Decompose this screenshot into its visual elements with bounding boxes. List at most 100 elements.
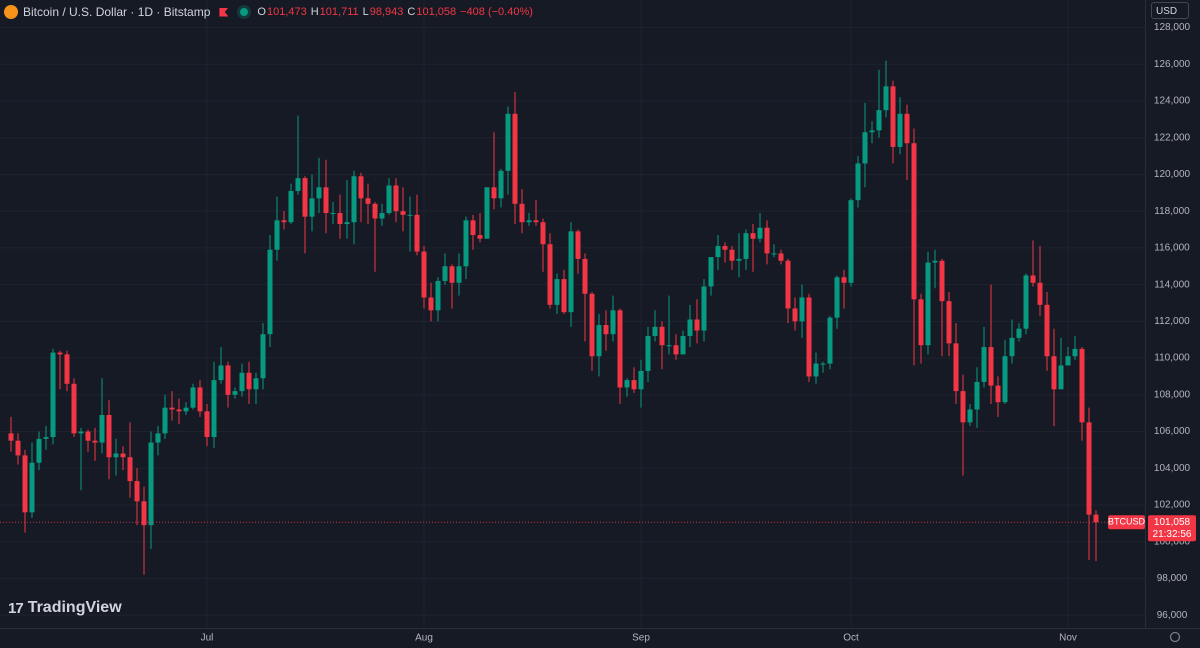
candle-body xyxy=(85,431,91,441)
y-tick-label: 100,000 xyxy=(1154,536,1191,547)
candle-body xyxy=(372,203,378,219)
candle-body xyxy=(267,249,273,335)
candle-body xyxy=(862,132,868,164)
candle-body xyxy=(414,214,420,252)
candle-body xyxy=(967,409,973,423)
candle-body xyxy=(232,391,238,395)
candle-body xyxy=(239,372,245,392)
candle-body xyxy=(113,453,119,458)
candle-body xyxy=(127,457,133,482)
candle-body xyxy=(526,220,532,223)
candles xyxy=(8,60,1099,575)
candle-body xyxy=(988,347,994,386)
ohlc-value: 101,711 xyxy=(319,6,359,18)
candle-body xyxy=(750,233,756,239)
candle-body xyxy=(848,200,854,283)
ohlc-key: O xyxy=(257,6,266,18)
candle-body xyxy=(15,440,21,456)
candle-body xyxy=(470,220,476,236)
candle-body xyxy=(904,113,910,144)
candle-body xyxy=(421,251,427,298)
candle-body xyxy=(603,325,609,335)
candle-body xyxy=(715,246,721,258)
y-tick-label: 104,000 xyxy=(1154,463,1191,474)
candle-body xyxy=(806,297,812,377)
candle-body xyxy=(407,214,413,216)
candle-body xyxy=(197,387,203,412)
candle-body xyxy=(981,347,987,382)
candle-body xyxy=(78,431,84,434)
y-tick-label: 114,000 xyxy=(1154,279,1190,290)
ohlc-key: L xyxy=(362,6,369,18)
candle-body xyxy=(995,385,1001,403)
ohlc-key: C xyxy=(407,6,416,18)
candle-body xyxy=(449,266,455,283)
candle-body xyxy=(498,170,504,199)
candle-body xyxy=(456,266,462,283)
candle-body xyxy=(792,308,798,322)
flag-icon[interactable] xyxy=(219,7,229,17)
candle-body xyxy=(743,233,749,259)
y-tick-label: 118,000 xyxy=(1154,206,1190,217)
candle-body xyxy=(722,246,728,250)
candle-body xyxy=(764,227,770,254)
candle-body xyxy=(680,336,686,355)
candle-body xyxy=(827,317,833,364)
candle-body xyxy=(533,220,539,223)
candle-body xyxy=(1072,348,1078,357)
candle-body xyxy=(911,143,917,300)
candle-body xyxy=(491,187,497,199)
y-tick-label: 112,000 xyxy=(1154,316,1190,327)
y-tick-label: 122,000 xyxy=(1154,132,1191,143)
settings-icon[interactable] xyxy=(1169,631,1181,643)
market-status xyxy=(240,8,249,16)
candle-body xyxy=(519,203,525,223)
y-tick-label: 124,000 xyxy=(1154,96,1191,107)
candle-body xyxy=(540,222,546,245)
candle-body xyxy=(617,310,623,388)
candle-body xyxy=(253,378,259,390)
candle-body xyxy=(960,391,966,423)
candle-body xyxy=(1065,356,1071,366)
symbol-title[interactable]: Bitcoin / U.S. Dollar · 1D · Bitstamp xyxy=(23,5,211,19)
candle-body xyxy=(701,286,707,331)
candle-body xyxy=(561,279,567,313)
x-tick-label: Sep xyxy=(632,633,650,644)
logo[interactable]: 17 TradingView xyxy=(8,599,122,617)
candle-body xyxy=(883,86,889,111)
candle-body xyxy=(379,213,385,219)
candle-body xyxy=(358,176,364,199)
y-tick-label: 106,000 xyxy=(1154,426,1191,437)
candle-body xyxy=(582,258,588,294)
bitcoin-icon xyxy=(4,5,18,19)
ohlc-value: 98,943 xyxy=(369,6,404,18)
candle-body xyxy=(974,381,980,410)
candle-body xyxy=(953,343,959,392)
candle-body xyxy=(645,336,651,371)
candle-body xyxy=(596,325,602,357)
candle-body xyxy=(1086,422,1092,515)
candle-body xyxy=(386,185,392,214)
x-tick-label: Nov xyxy=(1059,633,1077,644)
symbol-header: Bitcoin / U.S. Dollar · 1D · Bitstamp O 1… xyxy=(4,3,537,21)
candle-body xyxy=(813,363,819,377)
candle-body xyxy=(918,299,924,346)
candle-body xyxy=(946,301,952,344)
candle-body xyxy=(477,235,483,239)
candle-body xyxy=(652,326,658,337)
candle-body xyxy=(575,231,581,259)
candle-body xyxy=(120,453,126,458)
candle-body xyxy=(771,253,777,255)
logo-mark: 17 xyxy=(8,599,24,617)
candle-body xyxy=(295,178,301,191)
candle-body xyxy=(736,258,742,261)
currency-select[interactable]: USD xyxy=(1151,2,1189,19)
candle-body xyxy=(260,334,266,379)
candle-body xyxy=(729,249,735,261)
candle-body xyxy=(92,440,98,443)
candle-body xyxy=(50,352,56,438)
candle-body xyxy=(624,380,630,388)
candle-body xyxy=(1009,337,1015,357)
